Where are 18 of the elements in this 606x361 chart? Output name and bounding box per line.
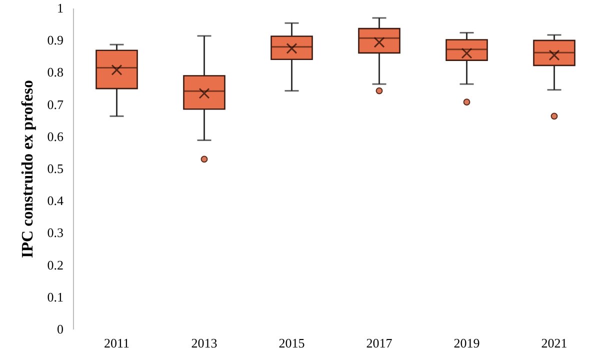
x-tick-label: 2015 <box>278 336 305 350</box>
x-tick-label: 2011 <box>104 336 130 350</box>
x-tick-label: 2019 <box>454 336 480 350</box>
x-tick-label: 2021 <box>541 336 568 350</box>
y-axis-title: IPC construido ex profeso <box>19 80 36 258</box>
y-tick-label: 0.1 <box>47 289 64 304</box>
y-tick-label: 0.4 <box>47 193 64 208</box>
x-tick-label: 2017 <box>366 336 393 350</box>
y-tick-label: 0.7 <box>47 96 64 112</box>
x-tick-label: 2013 <box>191 336 218 350</box>
y-tick-label: 0.6 <box>47 128 64 144</box>
y-tick-label: 0.9 <box>47 32 64 48</box>
y-tick-label: 0.3 <box>47 225 64 240</box>
y-tick-label: 1 <box>57 0 64 16</box>
y-tick-label: 0 <box>57 322 64 336</box>
y-tick-label: 0.5 <box>47 161 64 176</box>
y-tick-label: 0.2 <box>47 257 64 272</box>
y-tick-label: 0.8 <box>47 64 64 80</box>
